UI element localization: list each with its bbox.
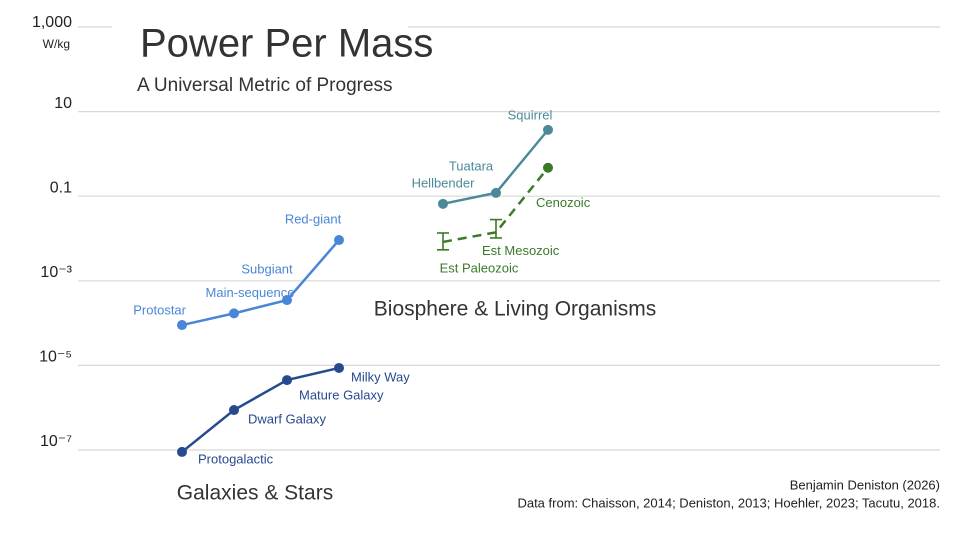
point [177,320,187,331]
point [282,375,292,386]
point [282,295,292,306]
point [229,405,239,416]
point [543,124,553,135]
chart-title: Power Per Mass [140,22,433,66]
point-label: Mature Galaxy [299,388,384,403]
point-label: Est Mesozoic [482,243,560,258]
group-label: Galaxies & Stars [177,482,333,505]
group-label: Biosphere & Living Organisms [374,298,656,321]
point-label: Tuatara [449,158,494,173]
error-bar [490,218,502,239]
source: Data from: Chaisson, 2014; Deniston, 201… [517,495,940,510]
point-label: Hellbender [412,175,476,190]
point [177,446,187,457]
series-line [181,366,340,453]
point-label: Squirrel [508,107,553,122]
point [438,198,448,209]
point [543,162,553,173]
point-label: Red-giant [285,211,342,226]
point-label: Protogalactic [198,451,274,466]
y-tick-label: 10⁻⁵ [39,349,72,366]
point-label: Cenozoic [536,195,591,210]
y-tick-label: 10⁻⁷ [40,433,72,450]
point-label: Est Paleozoic [440,260,519,275]
point-label: Protostar [133,302,186,317]
y-tick-label: 1,000 [32,14,72,31]
series-line [181,239,340,327]
point [491,187,501,198]
y-tick-label: 10⁻³ [40,264,72,281]
y-tick-label: 0.1 [50,179,72,196]
point-label: Milky Way [351,369,410,384]
point [334,362,344,373]
chart-subtitle: A Universal Metric of Progress [137,75,393,96]
error-bar [437,232,449,251]
point-label: Dwarf Galaxy [248,411,327,426]
point [229,308,239,319]
point-label: Main-sequence [206,285,295,300]
credit: Benjamin Deniston (2026) [790,477,940,492]
y-unit: W/kg [43,37,70,51]
point-label: Subgiant [241,262,293,277]
point [334,235,344,246]
title-backdrop [112,10,408,44]
y-tick-label: 10 [54,95,72,112]
